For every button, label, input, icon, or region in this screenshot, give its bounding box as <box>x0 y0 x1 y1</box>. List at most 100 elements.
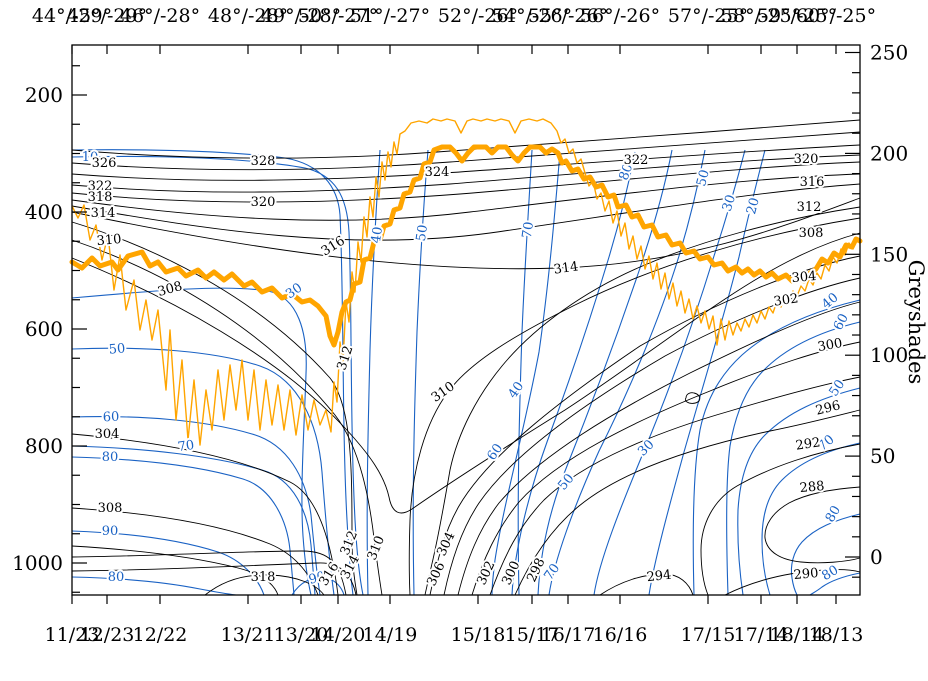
contour-label: 40 <box>506 379 528 401</box>
contour-label: 300 <box>817 336 844 355</box>
top-axis-label: 51°/-27° <box>350 5 430 27</box>
contour-label: 288 <box>799 479 825 496</box>
contour-black <box>71 197 861 270</box>
contour-label: 316 <box>800 175 825 190</box>
right-axis-title: Greyshades <box>904 260 928 385</box>
left-axis-label: 800 <box>25 434 63 458</box>
contour-blue <box>71 149 354 596</box>
contour-label: 290 <box>793 566 819 583</box>
top-axis-label: 52°/-26° <box>438 5 518 27</box>
contour-blue <box>71 416 321 596</box>
contour-blue <box>761 442 861 596</box>
bottom-axis-label: 15/17 <box>505 624 560 646</box>
contour-blue <box>412 149 429 596</box>
top-axis-label: 59°/-25° <box>757 5 837 27</box>
contour-blue <box>71 155 364 596</box>
contour-blue <box>648 149 766 596</box>
bottom-axis-label: 12/23 <box>80 624 135 646</box>
contour-black <box>408 217 861 596</box>
contour-blue <box>726 321 861 596</box>
top-axis-label: 58°/-25° <box>721 5 801 27</box>
contour-blue <box>491 151 561 596</box>
contour-blue <box>593 149 746 596</box>
right-axis-label: 200 <box>870 141 908 165</box>
right-axis-label: 100 <box>870 343 908 367</box>
contour-label: 70 <box>520 221 537 239</box>
contour-blue <box>291 577 345 596</box>
right-axis-label: 50 <box>870 444 895 468</box>
contour-black <box>71 154 861 193</box>
left-axis-label: 400 <box>25 200 63 224</box>
contour-blue <box>511 151 636 596</box>
contour-label: 60 <box>102 410 119 426</box>
contour-label: 292 <box>795 435 822 453</box>
contour-label: 324 <box>425 165 450 180</box>
contour-label: 328 <box>251 154 276 169</box>
contour-label: 30 <box>720 193 739 213</box>
contour-blue <box>548 149 706 596</box>
contour-black <box>457 301 861 596</box>
contour-label: 308 <box>799 226 824 241</box>
contour-blue <box>517 149 533 596</box>
bottom-axis-label: 11/23 <box>45 624 100 646</box>
contour-label: 326 <box>92 156 117 171</box>
top-axis-label: 55°/-26° <box>528 5 608 27</box>
bottom-axis-label: 14/19 <box>363 624 418 646</box>
contour-black <box>700 443 861 596</box>
contour-black <box>443 277 861 596</box>
contour-blue <box>737 387 861 596</box>
plot-border <box>71 44 861 596</box>
contour-label: 10 <box>82 150 99 165</box>
contour-label: 80 <box>102 450 119 465</box>
contour-label: 80 <box>819 563 841 584</box>
contour-label: 308 <box>98 501 123 516</box>
contour-black <box>71 183 861 241</box>
contour-black <box>71 433 339 596</box>
bottom-axis-label: 12/22 <box>133 624 188 646</box>
contour-label: 80 <box>823 503 844 525</box>
contour-blue <box>71 445 316 596</box>
contour-blue <box>692 299 861 596</box>
contour-label: 314 <box>553 259 580 277</box>
contour-blue <box>71 347 335 596</box>
contour-label: 310 <box>96 232 122 249</box>
contour-blue <box>71 287 312 596</box>
contour-black <box>71 550 347 596</box>
contour-label: 310 <box>365 534 388 563</box>
top-axis-label: 56°/-26° <box>580 5 660 27</box>
top-axis-label: 45°/-29° <box>67 5 147 27</box>
top-axis-label: 46°/-28° <box>120 5 200 27</box>
contour-black <box>71 161 861 203</box>
contour-label: 302 <box>773 291 800 309</box>
contour-black <box>429 255 861 596</box>
contour-label: 320 <box>794 152 819 167</box>
contour-label: 320 <box>251 195 276 210</box>
bottom-axis-label: 13/20 <box>274 624 329 646</box>
left-axis-label: 200 <box>25 83 63 107</box>
orange-thick-line <box>69 144 863 348</box>
contour-label: 314 <box>91 206 116 221</box>
bottom-axis-label: 14/20 <box>311 624 366 646</box>
contour-black <box>71 239 383 596</box>
contour-label: 312 <box>335 344 357 372</box>
contour-label: 20 <box>744 196 763 216</box>
contour-black <box>71 545 279 596</box>
orange-thin-line <box>71 118 861 446</box>
contour-black <box>71 232 861 514</box>
contour-black <box>71 144 861 181</box>
bottom-axis-label: 16/17 <box>541 624 596 646</box>
contour-black <box>764 486 861 564</box>
top-axis-label: 44°/-29° <box>32 5 112 27</box>
contour-black <box>424 206 861 596</box>
contour-label: 50 <box>414 224 431 242</box>
contour-black <box>599 573 694 596</box>
contour-label: 310 <box>429 379 458 406</box>
contour-label: 308 <box>156 279 184 300</box>
contour-label: 322 <box>624 153 649 168</box>
contour-black <box>204 574 325 596</box>
bottom-axis-label: 13/21 <box>221 624 276 646</box>
contour-black <box>71 173 861 221</box>
contour-label: 70 <box>177 438 195 455</box>
contour-label: 322 <box>88 179 113 194</box>
